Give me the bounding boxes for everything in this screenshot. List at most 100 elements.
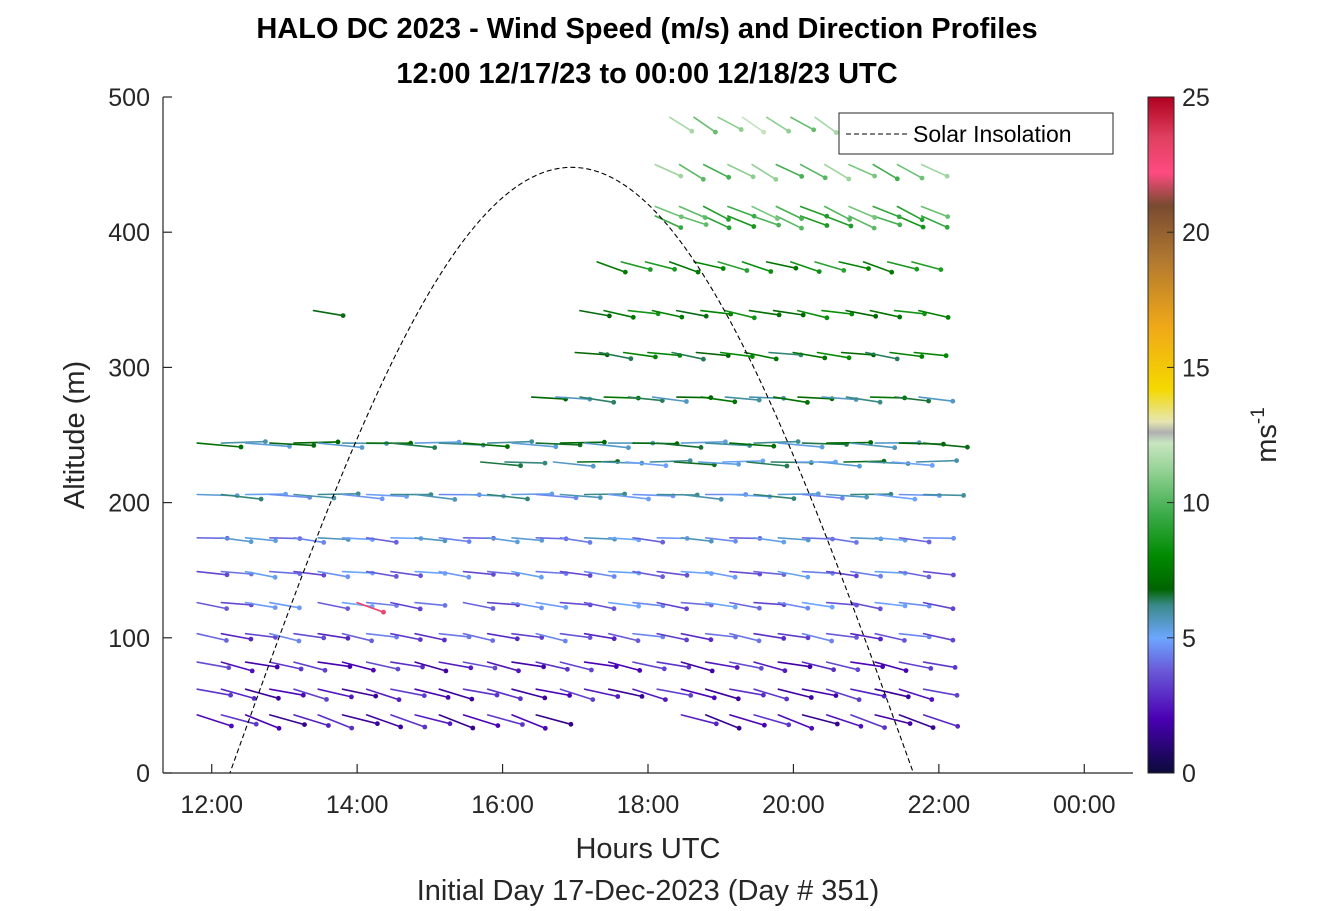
wind-barb-head bbox=[894, 176, 900, 182]
wind-barb-head bbox=[738, 127, 744, 132]
wind-barb-shaft bbox=[704, 442, 751, 447]
wind-barb-shaft bbox=[244, 661, 279, 668]
wind-barb-head bbox=[228, 692, 234, 698]
wind-barb-shaft bbox=[777, 492, 820, 496]
wind-barb-head bbox=[515, 539, 520, 545]
wind-barb-head bbox=[520, 722, 525, 727]
wind-barb-shaft bbox=[922, 493, 965, 497]
wind-barb-shaft bbox=[341, 570, 374, 574]
wind-barb bbox=[801, 493, 845, 501]
wind-barb-head bbox=[784, 463, 790, 469]
wind-barb bbox=[777, 714, 815, 731]
wind-barb-head bbox=[920, 224, 926, 230]
wind-barb-head bbox=[394, 634, 399, 640]
wind-barb bbox=[486, 661, 521, 674]
wind-barb bbox=[268, 442, 317, 448]
wind-barb-shaft bbox=[668, 261, 699, 273]
wind-barb-head bbox=[224, 638, 229, 643]
wind-barb bbox=[814, 261, 847, 273]
wind-barb bbox=[579, 396, 617, 405]
wind-barb-shaft bbox=[797, 396, 833, 400]
wind-barb-shaft bbox=[462, 442, 509, 448]
wind-barb bbox=[850, 491, 894, 497]
wind-barb bbox=[678, 205, 708, 221]
wind-barb bbox=[680, 688, 717, 701]
wind-barb-head bbox=[866, 266, 871, 271]
wind-barb-shaft bbox=[777, 601, 809, 610]
wind-barb bbox=[196, 601, 230, 611]
wind-barb-head bbox=[226, 665, 232, 671]
wind-barb-shaft bbox=[825, 661, 859, 671]
wind-barb-head bbox=[563, 605, 569, 610]
wind-barb bbox=[898, 688, 935, 702]
wind-barb-shaft bbox=[753, 688, 788, 700]
wind-barb bbox=[535, 442, 583, 448]
wind-barb-head bbox=[822, 175, 828, 181]
wind-barb bbox=[220, 714, 259, 727]
wind-barb-shaft bbox=[196, 632, 228, 642]
wind-barb-shaft bbox=[656, 632, 688, 641]
wind-barb-head bbox=[846, 176, 852, 182]
legend-entry-solar: Solar Insolation bbox=[913, 121, 1072, 147]
wind-barb-shaft bbox=[825, 493, 868, 499]
wind-barb-head bbox=[926, 574, 932, 580]
wind-barb-head bbox=[873, 313, 879, 319]
wind-barb-head bbox=[926, 603, 932, 609]
wind-barb bbox=[632, 661, 667, 672]
wind-barb-shaft bbox=[673, 461, 716, 466]
wind-barb bbox=[753, 661, 788, 674]
wind-barb-head bbox=[678, 214, 684, 220]
wind-barb-shaft bbox=[704, 632, 737, 638]
wind-barb-head bbox=[321, 635, 327, 641]
chart-subtitle: 12:00 12/17/23 to 00:00 12/18/23 UTC bbox=[396, 58, 897, 90]
wind-barb-head bbox=[495, 723, 501, 728]
wind-barb-head bbox=[302, 722, 307, 727]
wind-barb-shaft bbox=[748, 309, 780, 316]
wind-barb-shaft bbox=[622, 351, 657, 358]
wind-barb bbox=[753, 536, 787, 545]
wind-barb-head bbox=[565, 666, 570, 672]
wind-barb-head bbox=[248, 539, 254, 545]
wind-barb-shaft bbox=[535, 493, 577, 499]
wind-barb bbox=[845, 396, 883, 405]
wind-barb-shaft bbox=[898, 570, 930, 578]
wind-barb bbox=[911, 261, 944, 272]
wind-barb bbox=[898, 661, 934, 671]
wind-barb-shaft bbox=[462, 601, 494, 610]
wind-barb bbox=[704, 688, 741, 702]
wind-barb bbox=[825, 570, 859, 579]
wind-barb-shaft bbox=[845, 309, 877, 318]
wind-barb-shaft bbox=[801, 570, 834, 575]
wind-barb bbox=[312, 309, 346, 318]
wind-barb-shaft bbox=[317, 492, 360, 496]
wind-barb bbox=[865, 351, 900, 362]
wind-barb-head bbox=[253, 721, 259, 727]
wind-barb-head bbox=[322, 667, 328, 673]
wind-barb bbox=[559, 493, 603, 500]
wind-barb-shaft bbox=[654, 215, 682, 229]
wind-barb bbox=[220, 493, 264, 502]
wind-barb-head bbox=[902, 638, 907, 643]
wind-barb-shaft bbox=[627, 396, 664, 402]
wind-barb bbox=[918, 396, 956, 404]
wind-barb-shaft bbox=[511, 536, 543, 542]
wind-barb-head bbox=[824, 213, 830, 219]
wind-barb-shaft bbox=[607, 570, 640, 574]
wind-barb bbox=[535, 601, 569, 610]
wind-barb bbox=[915, 458, 959, 463]
wind-barb-shaft bbox=[801, 632, 833, 642]
wind-barb-shaft bbox=[704, 714, 740, 730]
wind-barb-head bbox=[760, 458, 766, 464]
wind-barb bbox=[825, 688, 862, 703]
wind-barb-head bbox=[819, 444, 825, 450]
wind-barb-shaft bbox=[702, 163, 730, 179]
wind-barb-head bbox=[773, 356, 779, 362]
wind-barb bbox=[293, 714, 331, 728]
wind-barb bbox=[341, 632, 374, 644]
wind-barb-shaft bbox=[462, 688, 498, 696]
wind-barb bbox=[704, 536, 738, 544]
wind-barb-shaft bbox=[704, 570, 736, 579]
wind-barb-shaft bbox=[511, 632, 543, 639]
wind-barb-head bbox=[799, 225, 804, 231]
wind-barb-shaft bbox=[862, 261, 893, 274]
